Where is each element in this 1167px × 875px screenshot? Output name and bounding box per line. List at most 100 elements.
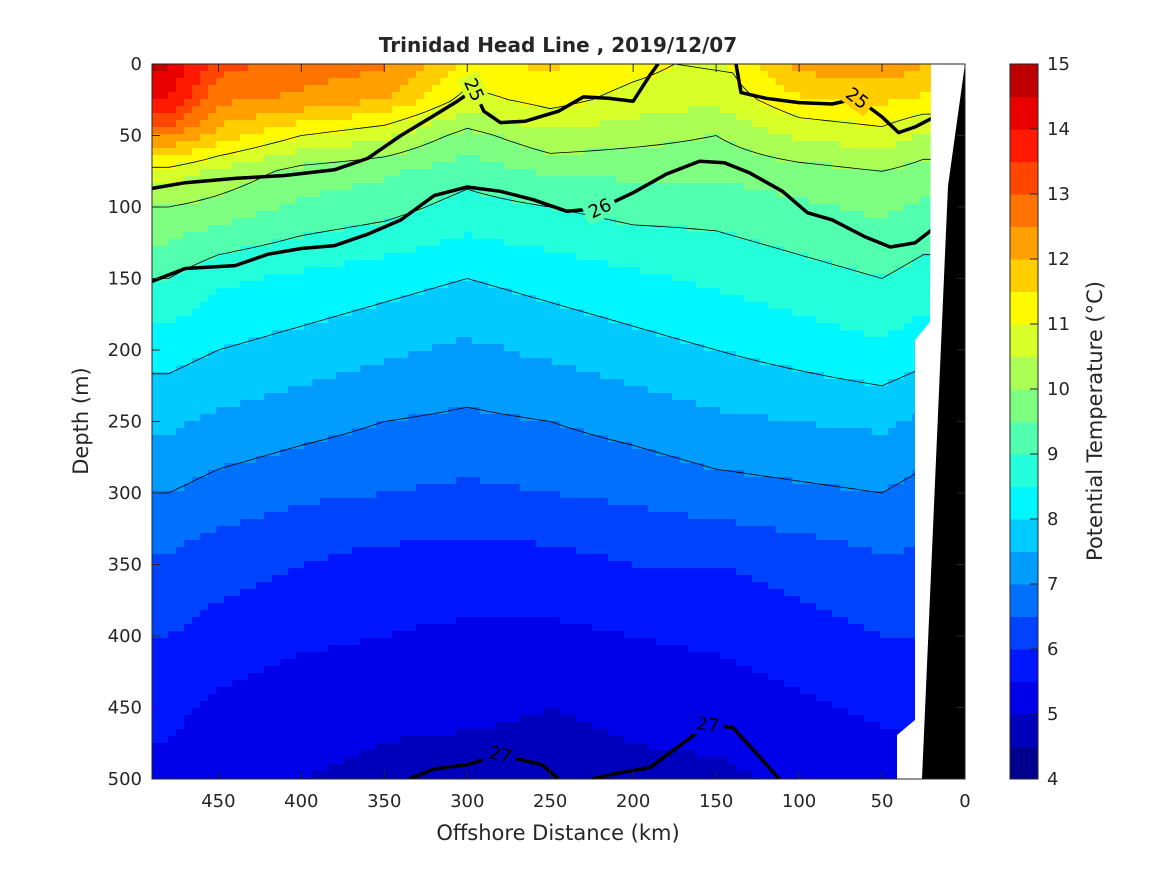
temperature-cell: [392, 92, 401, 100]
temperature-cell: [344, 379, 353, 387]
temperature-cell: [480, 295, 489, 303]
temperature-cell: [272, 771, 281, 779]
temperature-cell: [496, 589, 505, 597]
temperature-cell: [200, 729, 209, 737]
temperature-cell: [176, 666, 185, 674]
temperature-cell: [184, 169, 193, 177]
temperature-cell: [320, 477, 329, 485]
temperature-cell: [504, 64, 513, 72]
temperature-cell: [504, 575, 513, 583]
temperature-cell: [448, 393, 457, 401]
temperature-cell: [200, 477, 209, 485]
temperature-cell: [288, 421, 297, 429]
temperature-cell: [296, 281, 305, 289]
temperature-cell: [352, 71, 361, 79]
temperature-cell: [224, 113, 233, 121]
temperature-cell: [496, 239, 505, 247]
temperature-cell: [448, 281, 457, 289]
temperature-cell: [464, 386, 473, 394]
temperature-cell: [168, 435, 177, 443]
temperature-cell: [232, 386, 241, 394]
temperature-cell: [192, 687, 201, 695]
temperature-cell: [360, 547, 369, 555]
temperature-cell: [456, 372, 465, 380]
temperature-cell: [152, 477, 161, 485]
temperature-cell: [440, 484, 449, 492]
temperature-cell: [488, 533, 497, 541]
temperature-cell: [424, 218, 433, 226]
temperature-cell: [424, 673, 433, 681]
temperature-cell: [368, 309, 377, 317]
temperature-cell: [184, 351, 193, 359]
temperature-cell: [328, 631, 337, 639]
temperature-cell: [160, 295, 169, 303]
temperature-cell: [432, 484, 441, 492]
temperature-cell: [488, 547, 497, 555]
temperature-cell: [368, 547, 377, 555]
temperature-cell: [344, 715, 353, 723]
temperature-cell: [216, 330, 225, 338]
temperature-cell: [376, 603, 385, 611]
temperature-cell: [208, 344, 217, 352]
temperature-cell: [464, 141, 473, 149]
temperature-cell: [272, 183, 281, 191]
temperature-cell: [344, 330, 353, 338]
temperature-cell: [360, 197, 369, 205]
temperature-cell: [304, 582, 313, 590]
temperature-cell: [296, 715, 305, 723]
temperature-cell: [320, 491, 329, 499]
temperature-cell: [480, 547, 489, 555]
temperature-cell: [496, 351, 505, 359]
temperature-cell: [472, 610, 481, 618]
temperature-cell: [368, 295, 377, 303]
temperature-cell: [312, 106, 321, 114]
temperature-cell: [344, 666, 353, 674]
temperature-cell: [376, 568, 385, 576]
temperature-cell: [336, 659, 345, 667]
temperature-cell: [376, 127, 385, 135]
temperature-cell: [344, 694, 353, 702]
temperature-cell: [264, 337, 273, 345]
temperature-cell: [256, 274, 265, 282]
temperature-cell: [256, 491, 265, 499]
temperature-cell: [464, 568, 473, 576]
temperature-cell: [208, 127, 217, 135]
temperature-cell: [496, 610, 505, 618]
temperature-cell: [280, 750, 289, 758]
temperature-cell: [456, 169, 465, 177]
temperature-cell: [256, 428, 265, 436]
temperature-cell: [440, 393, 449, 401]
temperature-cell: [472, 295, 481, 303]
temperature-cell: [216, 575, 225, 583]
temperature-cell: [416, 281, 425, 289]
temperature-cell: [512, 722, 521, 730]
temperature-cell: [232, 351, 241, 359]
temperature-cell: [328, 393, 337, 401]
temperature-cell: [464, 407, 473, 415]
temperature-cell: [264, 596, 273, 604]
temperature-cell: [504, 442, 513, 450]
temperature-cell: [160, 624, 169, 632]
temperature-cell: [504, 113, 513, 121]
temperature-cell: [208, 148, 217, 156]
temperature-cell: [488, 456, 497, 464]
temperature-cell: [400, 673, 409, 681]
temperature-cell: [152, 666, 161, 674]
temperature-cell: [360, 708, 369, 716]
temperature-cell: [536, 225, 545, 233]
temperature-cell: [384, 204, 393, 212]
temperature-cell: [456, 162, 465, 170]
temperature-cell: [520, 764, 529, 772]
temperature-cell: [440, 344, 449, 352]
temperature-cell: [464, 372, 473, 380]
temperature-cell: [456, 246, 465, 254]
temperature-cell: [280, 617, 289, 625]
temperature-cell: [320, 484, 329, 492]
temperature-cell: [520, 743, 529, 751]
temperature-cell: [528, 610, 537, 618]
temperature-cell: [432, 596, 441, 604]
temperature-cell: [152, 568, 161, 576]
temperature-cell: [288, 743, 297, 751]
temperature-cell: [344, 729, 353, 737]
temperature-cell: [464, 393, 473, 401]
